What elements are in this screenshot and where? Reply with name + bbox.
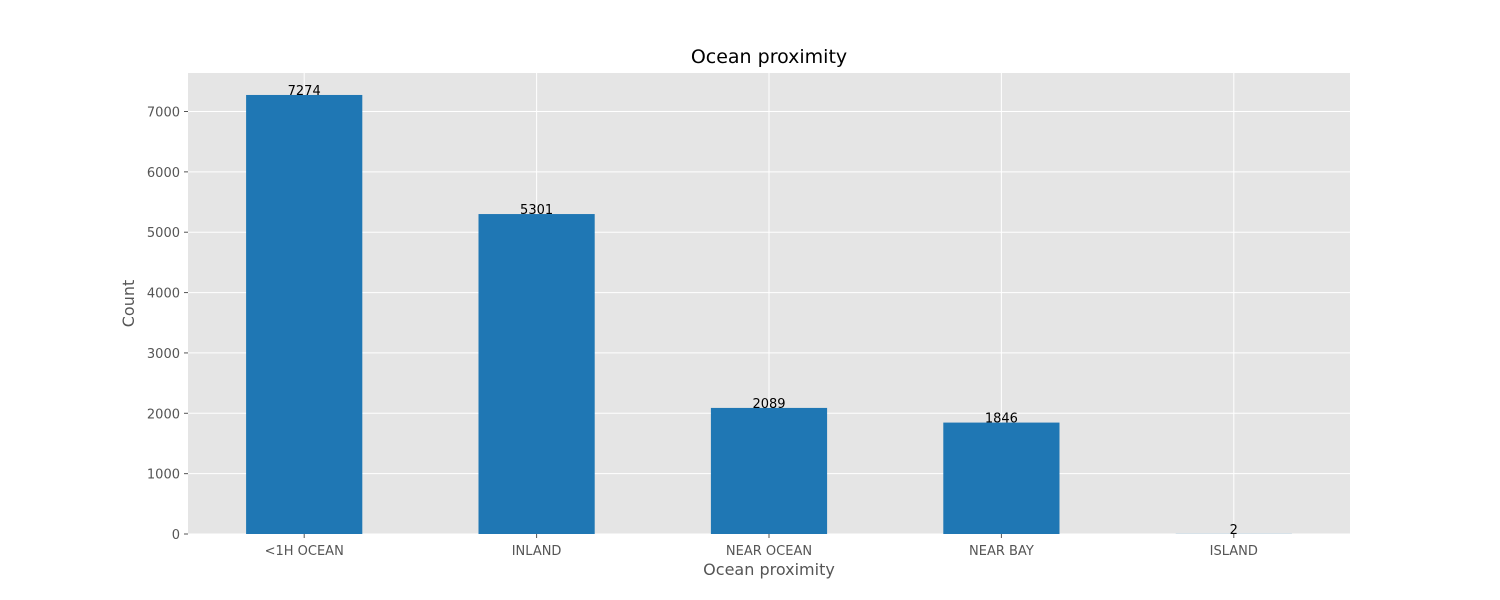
y-tick-label: 2000 [147,407,180,422]
bar [478,214,595,534]
x-tick-label: ISLAND [1210,544,1258,559]
y-tick-label: 1000 [147,468,180,483]
x-tick-label: INLAND [512,544,562,559]
y-tick-label: 3000 [147,347,180,362]
x-tick-label: <1H OCEAN [265,544,344,559]
data-labels: 7274 5301 2089 1846 2 [288,84,1238,538]
bar-value-label: 7274 [288,84,321,99]
y-tick-label: 0 [172,528,180,543]
bar-value-label: 2089 [752,397,785,412]
y-axis-label: Count [119,280,138,328]
bar [710,407,828,534]
bars [246,94,1292,534]
x-tick-label: NEAR OCEAN [726,544,812,559]
y-tick-label: 6000 [147,166,180,181]
bar-value-label: 5301 [520,203,553,218]
y-tick-label: 4000 [147,287,180,302]
bar-value-label: 2 [1230,523,1238,538]
x-tick-label: NEAR BAY [969,544,1034,559]
bar-value-label: 1846 [985,412,1018,427]
x-axis-label: Ocean proximity [703,560,835,579]
chart-title: Ocean proximity [691,46,847,68]
y-tick-label: 7000 [147,106,180,121]
y-tick-label: 5000 [147,226,180,241]
bar [943,422,1060,534]
bar [246,94,363,534]
y-axis-ticks: 0 1000 2000 3000 4000 5000 6000 7000 [147,106,188,543]
x-axis-ticks: <1H OCEAN INLAND NEAR OCEAN NEAR BAY ISLAND [265,534,1258,559]
